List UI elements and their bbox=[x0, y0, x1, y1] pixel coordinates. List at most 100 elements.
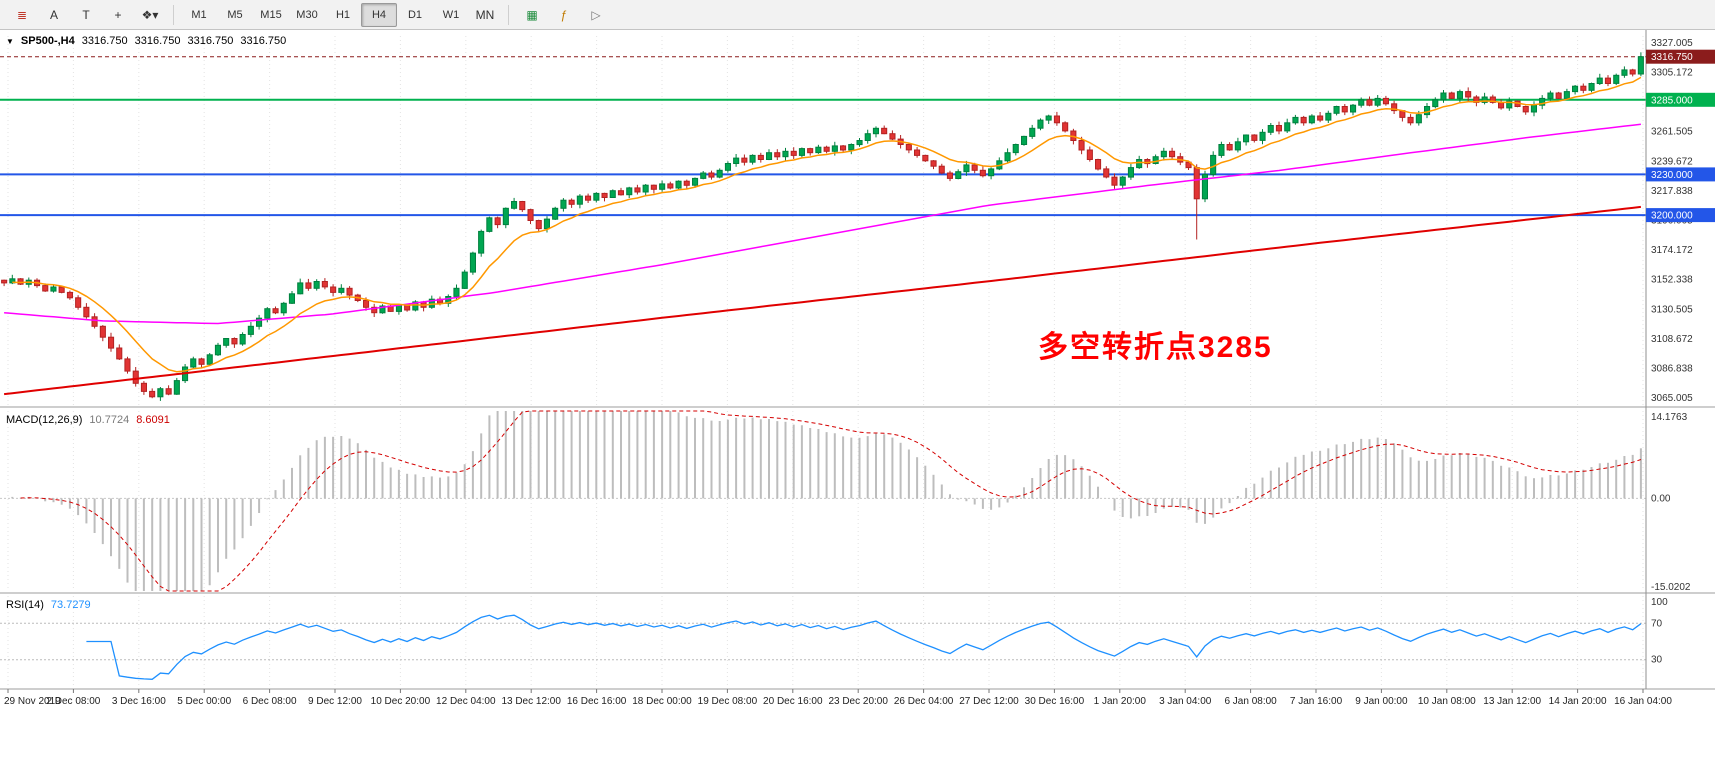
blue-level-tag-upper: 3230.000 bbox=[1646, 167, 1715, 182]
macd-header: MACD(12,26,9) 10.7724 8.6091 bbox=[6, 414, 170, 426]
svg-text:2 Dec 08:00: 2 Dec 08:00 bbox=[46, 696, 100, 707]
macd-label: MACD(12,26,9) bbox=[6, 414, 83, 426]
indicators-list-icon[interactable]: ƒ bbox=[560, 7, 568, 22]
macd-histogram bbox=[11, 411, 1642, 591]
symbol-timeframe-label: SP500-,H4 bbox=[20, 35, 75, 47]
candles bbox=[1, 52, 1644, 401]
timeframe-h4-button[interactable]: H4 bbox=[361, 2, 397, 27]
svg-text:6 Dec 08:00: 6 Dec 08:00 bbox=[243, 696, 297, 707]
chart-canvas[interactable]: 3327.0053305.1723283.3383261.5053239.672… bbox=[0, 30, 1715, 778]
svg-text:3261.505: 3261.505 bbox=[1651, 127, 1693, 138]
svg-text:3065.005: 3065.005 bbox=[1651, 393, 1693, 404]
svg-text:12 Dec 04:00: 12 Dec 04:00 bbox=[436, 696, 496, 707]
timeframe-m1-button[interactable]: M1 bbox=[191, 8, 207, 21]
svg-text:3327.005: 3327.005 bbox=[1651, 38, 1693, 49]
svg-text:3130.505: 3130.505 bbox=[1651, 304, 1693, 315]
svg-text:3152.338: 3152.338 bbox=[1651, 275, 1693, 286]
svg-text:14.1763: 14.1763 bbox=[1651, 412, 1688, 423]
timeframe-mn-button[interactable]: MN bbox=[475, 7, 495, 22]
svg-text:16 Dec 16:00: 16 Dec 16:00 bbox=[567, 696, 627, 707]
chart-shift-icon[interactable]: ▷ bbox=[591, 7, 601, 22]
svg-text:20 Dec 16:00: 20 Dec 16:00 bbox=[763, 696, 823, 707]
rsi-label: RSI(14) bbox=[6, 599, 44, 611]
tile-windows-icon[interactable]: ▦ bbox=[526, 7, 538, 22]
svg-text:30: 30 bbox=[1651, 655, 1663, 666]
svg-text:7 Jan 16:00: 7 Jan 16:00 bbox=[1290, 696, 1343, 707]
crosshair-icon[interactable]: + bbox=[114, 7, 122, 22]
macd-value: 10.7724 bbox=[89, 414, 130, 426]
svg-text:9 Dec 12:00: 9 Dec 12:00 bbox=[308, 696, 362, 707]
rsi-value: 73.7279 bbox=[50, 599, 91, 611]
toolbar-right-icons: ▦ ƒ ▷ bbox=[516, 3, 612, 27]
macd-signal-line bbox=[20, 410, 1642, 592]
svg-text:5 Dec 00:00: 5 Dec 00:00 bbox=[177, 696, 231, 707]
high-value: 3316.750 bbox=[134, 35, 181, 47]
toolbar-separator bbox=[508, 4, 509, 25]
svg-text:3285.000: 3285.000 bbox=[1651, 95, 1693, 106]
svg-text:3305.172: 3305.172 bbox=[1651, 67, 1693, 78]
svg-text:3 Dec 16:00: 3 Dec 16:00 bbox=[112, 696, 166, 707]
rsi-header: RSI(14) 73.7279 bbox=[6, 599, 91, 611]
timeframe-d1-button[interactable]: D1 bbox=[407, 8, 423, 21]
rsi-axis: 100 70 30 bbox=[1651, 597, 1668, 666]
svg-text:19 Dec 08:00: 19 Dec 08:00 bbox=[698, 696, 758, 707]
svg-text:-15.0202: -15.0202 bbox=[1651, 582, 1691, 593]
timeframe-m15-button[interactable]: M15 bbox=[260, 8, 282, 21]
close-value: 3316.750 bbox=[240, 35, 287, 47]
svg-text:3230.000: 3230.000 bbox=[1651, 170, 1693, 181]
grid-lines bbox=[7, 36, 1644, 687]
svg-text:3239.672: 3239.672 bbox=[1651, 156, 1693, 167]
svg-text:3316.750: 3316.750 bbox=[1651, 52, 1693, 63]
text-tool-icon[interactable]: T bbox=[82, 7, 90, 22]
timeframe-m30-button[interactable]: M30 bbox=[296, 8, 318, 21]
chart-background bbox=[0, 30, 1715, 778]
svg-text:3217.838: 3217.838 bbox=[1651, 186, 1693, 197]
svg-text:3174.172: 3174.172 bbox=[1651, 245, 1693, 256]
svg-text:13 Jan 12:00: 13 Jan 12:00 bbox=[1483, 696, 1541, 707]
svg-text:3 Jan 04:00: 3 Jan 04:00 bbox=[1159, 696, 1212, 707]
svg-text:27 Dec 12:00: 27 Dec 12:00 bbox=[959, 696, 1019, 707]
svg-text:3200.000: 3200.000 bbox=[1651, 211, 1693, 222]
ma-mid-line bbox=[4, 123, 1641, 325]
timeframe-h1-button[interactable]: H1 bbox=[335, 8, 351, 21]
svg-text:26 Dec 04:00: 26 Dec 04:00 bbox=[894, 696, 954, 707]
ma-fast-line bbox=[12, 76, 1642, 373]
svg-text:10 Dec 20:00: 10 Dec 20:00 bbox=[371, 696, 431, 707]
annotate-a-icon[interactable]: A bbox=[49, 7, 58, 22]
blue-level-tag-lower: 3200.000 bbox=[1646, 208, 1715, 223]
rsi-line bbox=[86, 614, 1642, 680]
svg-text:70: 70 bbox=[1651, 618, 1663, 629]
svg-text:3108.672: 3108.672 bbox=[1651, 334, 1693, 345]
svg-text:16 Jan 04:00: 16 Jan 04:00 bbox=[1614, 696, 1672, 707]
ma-slow-line bbox=[3, 205, 1642, 396]
green-level-tag: 3285.000 bbox=[1646, 92, 1715, 107]
svg-text:14 Jan 20:00: 14 Jan 20:00 bbox=[1549, 696, 1607, 707]
timeframe-toolbar: M1 M5 M15 M30 H1 H4 D1 W1 MN bbox=[181, 2, 501, 27]
menu-icon[interactable]: ≣ bbox=[16, 7, 28, 22]
svg-text:23 Dec 20:00: 23 Dec 20:00 bbox=[828, 696, 888, 707]
svg-text:10 Jan 08:00: 10 Jan 08:00 bbox=[1418, 696, 1476, 707]
current-price-tag: 3316.750 bbox=[1646, 49, 1715, 64]
chart-annotation-text: 多空转折点3285 bbox=[1038, 331, 1273, 364]
macd-axis: 14.1763 0.00 -15.0202 bbox=[1651, 412, 1691, 593]
symbol-collapse-icon[interactable]: ▼ bbox=[6, 36, 14, 46]
main-toolbar: ≣ A T + ❖▾ M1 M5 M15 M30 H1 H4 D1 W1 MN ▦ ƒ ▷ bbox=[0, 0, 1715, 30]
svg-text:1 Jan 20:00: 1 Jan 20:00 bbox=[1094, 696, 1147, 707]
svg-text:29 Nov 2019: 29 Nov 2019 bbox=[4, 696, 61, 707]
timeframe-m5-button[interactable]: M5 bbox=[227, 8, 243, 21]
chart-area: 3327.0053305.1723283.3383261.5053239.672… bbox=[0, 30, 1715, 778]
objects-dropdown-icon[interactable]: ❖▾ bbox=[141, 7, 159, 22]
svg-text:18 Dec 00:00: 18 Dec 00:00 bbox=[632, 696, 692, 707]
timeframe-w1-button[interactable]: W1 bbox=[442, 8, 460, 21]
svg-text:9 Jan 00:00: 9 Jan 00:00 bbox=[1355, 696, 1408, 707]
low-value: 3316.750 bbox=[187, 35, 234, 47]
open-value: 3316.750 bbox=[81, 35, 128, 47]
macd-signal-value: 8.6091 bbox=[136, 414, 170, 426]
svg-text:3086.838: 3086.838 bbox=[1651, 364, 1693, 375]
svg-text:30 Dec 16:00: 30 Dec 16:00 bbox=[1025, 696, 1085, 707]
svg-text:0.00: 0.00 bbox=[1651, 493, 1671, 504]
toolbar-separator bbox=[173, 4, 174, 25]
chart-ohlc-header: ▼ SP500-,H4 3316.750 3316.750 3316.750 3… bbox=[6, 35, 286, 47]
